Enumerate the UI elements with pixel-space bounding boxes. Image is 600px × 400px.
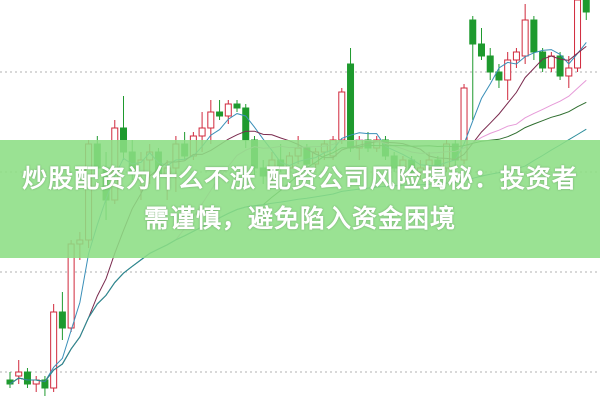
candle-body bbox=[23, 371, 31, 385]
candle-body bbox=[216, 111, 224, 117]
candle-body bbox=[15, 371, 23, 377]
candle-body bbox=[530, 19, 538, 53]
candle-body bbox=[521, 19, 529, 57]
candle-body bbox=[469, 19, 477, 45]
candle-body bbox=[198, 127, 206, 137]
candle-body bbox=[574, 0, 582, 69]
candle-body bbox=[41, 379, 49, 389]
candle-body bbox=[565, 67, 573, 77]
candle-body bbox=[556, 55, 564, 77]
candle-body bbox=[539, 51, 547, 69]
candle-body bbox=[495, 71, 503, 81]
candle-body bbox=[547, 55, 555, 69]
candle-body bbox=[486, 55, 494, 73]
candle-body bbox=[207, 111, 215, 129]
candle-body bbox=[512, 51, 520, 61]
title-line-1: 炒股配资为什么不涨 配资公司风险揭秘：投资者 bbox=[22, 164, 578, 193]
title-line-2: 需谨慎，避免陷入资金困境 bbox=[143, 204, 456, 233]
candle-body bbox=[242, 107, 250, 141]
candle-body bbox=[338, 91, 346, 141]
candle-body bbox=[582, 0, 590, 13]
candle-body bbox=[477, 43, 485, 57]
candle-body bbox=[58, 311, 66, 329]
candle-body bbox=[233, 103, 241, 109]
candle-body bbox=[504, 59, 512, 81]
title-banner: 炒股配资为什么不涨 配资公司风险揭秘：投资者 需谨慎，避免陷入资金困境 bbox=[0, 140, 600, 258]
candle-body bbox=[224, 103, 232, 117]
candle-body bbox=[50, 311, 58, 389]
